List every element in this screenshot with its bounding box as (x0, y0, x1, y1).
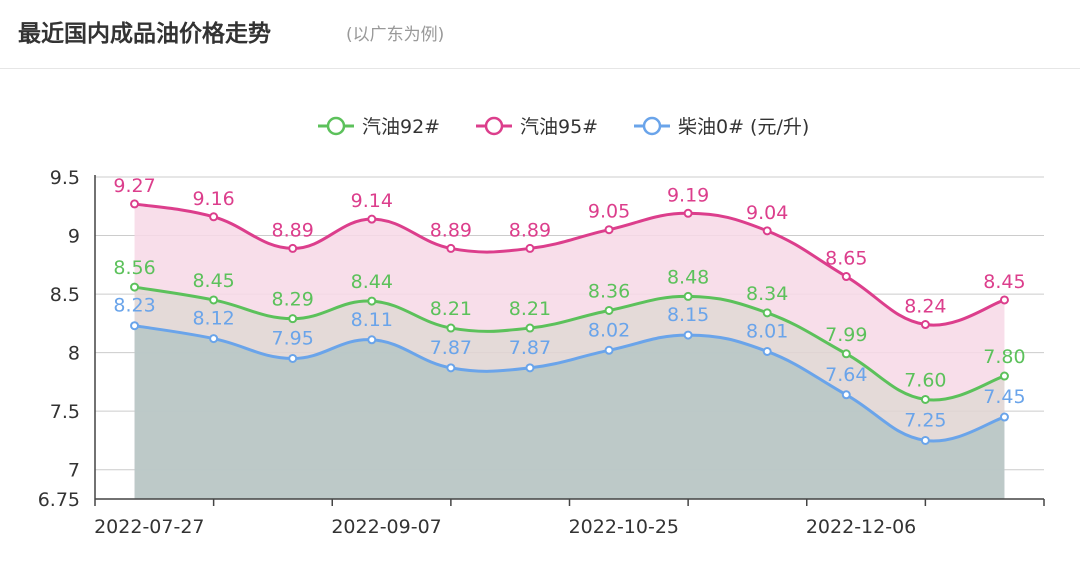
data-label-gas95: 8.24 (904, 296, 946, 318)
data-label-diesel: 8.02 (588, 319, 630, 341)
data-point-diesel (288, 353, 298, 363)
data-label-diesel: 8.15 (667, 304, 709, 326)
data-point-diesel (367, 335, 377, 345)
data-label-diesel: 8.23 (113, 295, 155, 317)
data-point-gas92 (288, 314, 298, 324)
data-point-gas95 (367, 214, 377, 224)
data-point-diesel (999, 412, 1009, 422)
data-label-gas95: 9.19 (667, 184, 709, 206)
data-label-gas95: 9.14 (351, 190, 393, 212)
data-label-diesel: 7.45 (983, 386, 1025, 408)
data-label-diesel: 8.11 (351, 309, 393, 331)
data-label-gas95: 9.05 (588, 201, 630, 223)
data-label-diesel: 7.87 (509, 337, 551, 359)
x-tick-label: 2022-10-25 (569, 516, 679, 538)
legend-marker-icon (642, 116, 662, 136)
data-point-gas92 (604, 305, 614, 315)
data-point-gas92 (762, 308, 772, 318)
data-point-gas92 (999, 371, 1009, 381)
data-label-gas95: 9.16 (192, 188, 234, 210)
data-label-diesel: 7.87 (430, 337, 472, 359)
data-point-gas95 (604, 225, 614, 235)
y-tick-label: 8 (68, 343, 80, 365)
data-label-gas92: 8.45 (192, 270, 234, 292)
data-label-diesel: 7.64 (825, 364, 867, 386)
data-label-gas92: 8.29 (272, 289, 314, 311)
data-point-gas95 (762, 226, 772, 236)
data-point-gas92 (683, 291, 693, 301)
legend-marker-icon (326, 116, 346, 136)
data-point-gas95 (288, 243, 298, 253)
y-tick-label: 7.5 (50, 401, 80, 423)
legend-label-gas92: 汽油92# (362, 116, 440, 138)
y-tick-label: 9 (68, 226, 80, 248)
data-point-gas95 (920, 320, 930, 330)
data-point-diesel (130, 321, 140, 331)
data-point-diesel (209, 334, 219, 344)
data-point-gas95 (999, 295, 1009, 305)
data-point-gas92 (525, 323, 535, 333)
x-tick-label: 2022-09-07 (331, 516, 441, 538)
data-point-gas92 (446, 323, 456, 333)
data-label-diesel: 8.12 (192, 308, 234, 330)
data-point-gas95 (446, 243, 456, 253)
y-tick-label: 9.5 (50, 167, 80, 189)
data-label-gas92: 8.36 (588, 280, 630, 302)
data-point-diesel (525, 363, 535, 373)
data-label-gas92: 7.80 (983, 346, 1025, 368)
page-subtitle: (以广东为例) (346, 25, 445, 45)
data-label-diesel: 8.01 (746, 320, 788, 342)
data-point-gas92 (841, 349, 851, 359)
data-label-gas95: 8.89 (272, 219, 314, 241)
data-label-gas92: 8.21 (509, 298, 551, 320)
data-point-diesel (841, 390, 851, 400)
data-point-gas95 (525, 243, 535, 253)
data-point-gas92 (920, 394, 930, 404)
legend-label-diesel: 柴油0# (元/升) (678, 116, 809, 138)
data-label-gas92: 8.56 (113, 257, 155, 279)
data-label-gas95: 9.27 (113, 175, 155, 197)
data-point-gas95 (841, 272, 851, 282)
y-tick-label: 7 (68, 460, 80, 482)
data-point-diesel (604, 345, 614, 355)
data-point-gas95 (130, 199, 140, 209)
data-label-gas95: 8.45 (983, 271, 1025, 293)
data-point-gas92 (209, 295, 219, 305)
data-label-diesel: 7.95 (272, 327, 314, 349)
data-point-diesel (446, 363, 456, 373)
data-label-gas92: 8.48 (667, 266, 709, 288)
data-label-gas95: 8.89 (430, 219, 472, 241)
x-tick-label: 2022-07-27 (94, 516, 204, 538)
series-area-diesel (134, 325, 1005, 499)
y-tick-label: 6.75 (38, 489, 80, 511)
data-label-gas92: 8.44 (351, 271, 393, 293)
data-label-gas95: 9.04 (746, 202, 788, 224)
legend-marker-icon (484, 116, 504, 136)
chart-header: 最近国内成品油价格走势 (以广东为例) (0, 0, 1080, 69)
y-tick-label: 8.5 (50, 284, 80, 306)
data-point-diesel (683, 330, 693, 340)
data-point-diesel (762, 346, 772, 356)
data-point-gas92 (130, 282, 140, 292)
data-label-gas92: 7.60 (904, 369, 946, 391)
data-point-diesel (920, 435, 930, 445)
data-label-diesel: 7.25 (904, 409, 946, 431)
data-point-gas95 (683, 208, 693, 218)
x-tick-label: 2022-12-06 (806, 516, 916, 538)
data-point-gas92 (367, 296, 377, 306)
page-title: 最近国内成品油价格走势 (18, 21, 271, 47)
data-point-gas95 (209, 212, 219, 222)
data-label-gas95: 8.89 (509, 219, 551, 241)
legend-label-gas95: 汽油95# (520, 116, 598, 138)
data-label-gas92: 8.34 (746, 283, 788, 305)
data-label-gas92: 7.99 (825, 324, 867, 346)
data-label-gas95: 8.65 (825, 248, 867, 270)
data-label-gas92: 8.21 (430, 298, 472, 320)
